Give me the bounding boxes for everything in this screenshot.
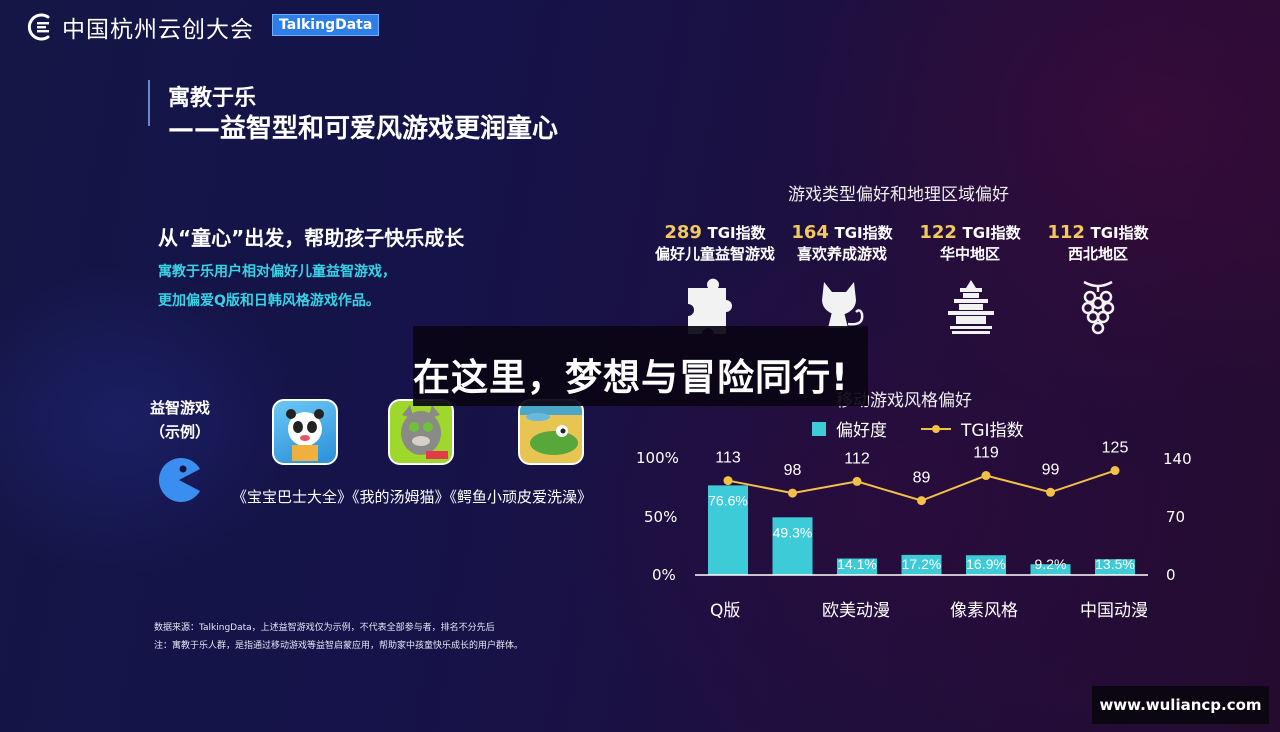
right-axis-tick: 0 [1166,566,1176,584]
tgi-value-label: 98 [784,462,802,479]
pagoda-icon [948,280,994,334]
legend-line-label: TGI指数 [961,421,1024,441]
x-axis-label: 像素风格 [950,601,1018,621]
tgi-category: 偏好儿童益智游戏 [654,245,775,263]
bar [772,517,813,575]
example-label-note: （示例） [149,423,210,441]
tgi-value-label: 89 [913,470,931,487]
legend-bar-swatch [812,421,826,436]
bar [1030,564,1071,575]
tgi-unit: TGI指数 [707,224,766,242]
left-axis-tick: 0% [652,566,676,584]
tgi-value: 122 [919,222,957,243]
tgi-unit: TGI指数 [834,224,893,242]
bar [708,485,748,575]
tgi-value-label: 99 [1042,461,1060,478]
tgi-category: 西北地区 [1067,245,1128,263]
right-axis-tick: 70 [1166,508,1186,526]
pacman-icon [158,458,200,502]
preference-heading: 游戏类型偏好和地理区域偏好 [788,185,1009,205]
left-axis-tick: 100% [636,449,679,467]
tgi-point [1110,466,1120,476]
tgi-value: 289 [664,222,702,243]
app-icon-where-my-water [518,399,584,465]
panda-icon [286,409,324,461]
cat-face-icon [401,405,448,459]
legend-line-swatch [921,424,951,433]
x-axis-label: 欧美动漫 [822,601,890,621]
puzzle-icon [688,278,732,334]
chart-title: 移动游戏风格偏好 [836,391,972,411]
title-accent-bar [148,80,150,126]
tgi-category: 华中地区 [939,245,1000,263]
bar-label: 16.9% [966,556,1006,572]
tgi-value-label: 113 [715,450,741,467]
app-icon-baby-bus [272,399,338,465]
caption-overlay: 在这里，梦想与冒险同行! [413,356,849,399]
description-line: 更加偏爱Q版和日韩风格游戏作品。 [158,293,380,309]
x-axis-label: 中国动漫 [1080,601,1148,621]
bar-label: 9.2% [1035,556,1067,572]
data-source-note: 数据来源：TalkingData，上述益智游戏仅为示例，不代表全部参与者，排名不… [154,623,495,633]
tgi-point [1046,487,1055,497]
tgi-point [723,476,733,486]
chart-legend: 偏好度 TGI指数 [812,416,1024,441]
tgi-value: 112 [1047,222,1085,243]
tgi-unit: TGI指数 [962,224,1021,242]
right-axis-tick: 140 [1163,450,1192,468]
tgi-unit: TGI指数 [1090,224,1149,242]
event-logo: 中国杭州云创大会 [26,10,254,44]
tgi-point [981,471,991,481]
tgi-point [852,476,862,486]
bar-label: 14.1% [837,556,877,572]
grapes-icon [1081,280,1115,335]
bar-label: 13.5% [1095,556,1135,572]
tgi-card-northwest: 112 TGI指数 西北地区 [1046,222,1150,264]
app-names: 《宝宝巴士大全》《我的汤姆猫》《鳄鱼小顽皮爱洗澡》 [232,488,593,506]
bar [966,555,1006,575]
tgi-point [917,496,926,506]
ring-lines-icon [27,13,50,41]
bar [837,558,877,575]
tgi-card-nurture: 164 TGI指数 喜欢养成游戏 [790,222,894,264]
tgi-value-label: 119 [973,445,999,462]
tgi-card-central: 122 TGI指数 华中地区 [918,222,1022,264]
left-axis-tick: 50% [644,508,678,526]
definition-note: 注：寓教于乐人群，是指通过移动游戏等益智启蒙应用，帮助家中孩童快乐成长的用户群体… [154,641,524,651]
tgi-card-puzzle: 289 TGI指数 偏好儿童益智游戏 [648,222,782,264]
x-axis-label: Q版 [710,601,741,621]
example-label-title: 益智游戏 [149,399,210,417]
watermark: www.wuliancp.com [1092,686,1269,724]
app-icon-talking-tom [388,399,454,465]
example-label: 益智游戏 （示例） [146,396,214,444]
bar [901,554,942,575]
bar-label: 17.2% [902,556,942,572]
talkingdata-badge: TalkingData [272,14,380,36]
page-title: 寓教于乐 [168,86,257,111]
bar-label: 49.3% [773,524,813,540]
tgi-point [788,488,797,498]
cat-icon [822,282,864,328]
description-line: 寓教于乐用户相对偏好儿童益智游戏， [158,264,396,280]
page-subtitle: ——益智型和可爱风游戏更润童心 [168,114,559,144]
caption-overlay-bg [413,326,868,406]
tgi-value-label: 125 [1102,440,1129,457]
tgi-category: 喜欢养成游戏 [796,245,887,263]
event-name: 中国杭州云创大会 [62,17,254,43]
bar-label: 76.6% [708,492,748,508]
bar [1095,559,1135,575]
section-heading: 从“童心”出发，帮助孩子快乐成长 [158,226,465,250]
legend-bar-label: 偏好度 [836,421,887,441]
tgi-value: 164 [791,222,829,243]
tgi-value-label: 112 [844,450,870,467]
